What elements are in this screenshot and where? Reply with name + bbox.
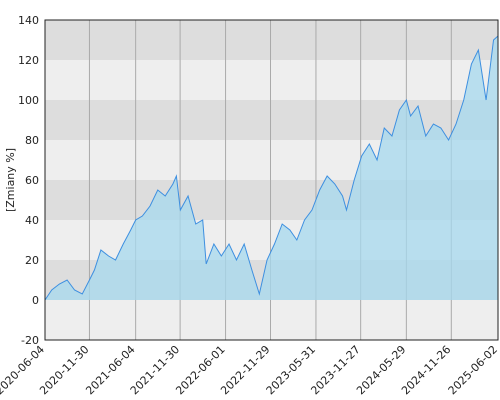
y-axis-label: [Zmiany %]: [4, 148, 17, 212]
y-tick-label: 100: [18, 94, 39, 107]
y-tick-label: -20: [21, 334, 39, 347]
grid-band: [45, 300, 498, 340]
y-tick-label: 40: [25, 214, 39, 227]
plot-border: [44, 19, 499, 341]
y-tick-label: 80: [25, 134, 39, 147]
line: [44, 35, 499, 301]
y-tick-label: 140: [18, 14, 39, 27]
x-tick-label: 2025-06-02: [446, 343, 500, 397]
y-tick-label: 60: [25, 174, 39, 187]
y-tick-label: 20: [25, 254, 39, 267]
y-tick-label: 120: [18, 54, 39, 67]
grid-band: [45, 20, 498, 60]
area-fill: [45, 36, 498, 300]
y-tick-label: 0: [32, 294, 39, 307]
grid-band: [45, 60, 498, 100]
